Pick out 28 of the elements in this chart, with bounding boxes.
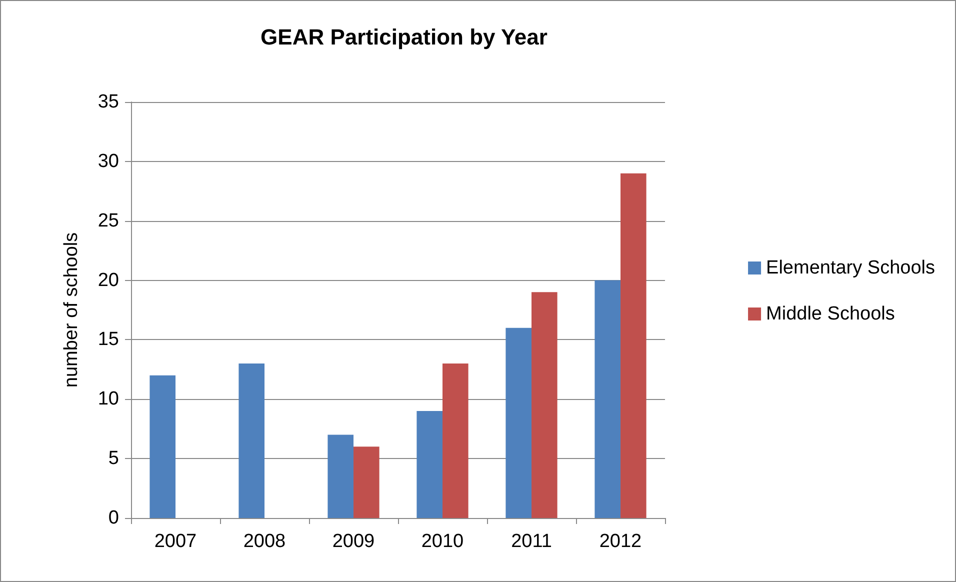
- y-tick-label: 5: [108, 448, 119, 470]
- bar: [442, 363, 468, 518]
- x-tick-label: 2007: [154, 531, 197, 552]
- bar: [238, 363, 264, 518]
- bar: [594, 280, 620, 518]
- x-tick-label: 2009: [332, 531, 375, 552]
- chart-title: GEAR Participation by Year: [260, 24, 548, 50]
- y-axis-title: number of schools: [61, 232, 82, 388]
- bar: [506, 328, 532, 518]
- x-tick-label: 2010: [421, 531, 464, 552]
- y-tick-label: 10: [98, 388, 119, 410]
- x-tick-label: 2008: [243, 531, 286, 552]
- y-tick-label: 35: [98, 92, 119, 112]
- bar: [328, 434, 354, 518]
- bar: [354, 446, 380, 518]
- x-tick-label: 2012: [599, 531, 642, 552]
- y-tick-label: 15: [98, 329, 119, 350]
- x-tick-label: 2011: [511, 531, 552, 552]
- y-tick-label: 25: [98, 210, 119, 232]
- bar: [150, 375, 176, 518]
- legend-label: Elementary Schools: [766, 258, 935, 278]
- legend-label: Middle Schools: [766, 304, 895, 324]
- y-tick-label: 30: [98, 150, 119, 172]
- bar: [416, 411, 442, 518]
- bar: [620, 173, 646, 518]
- y-tick-label: 0: [108, 508, 119, 528]
- bar: [532, 292, 558, 518]
- y-tick-label: 20: [98, 270, 119, 291]
